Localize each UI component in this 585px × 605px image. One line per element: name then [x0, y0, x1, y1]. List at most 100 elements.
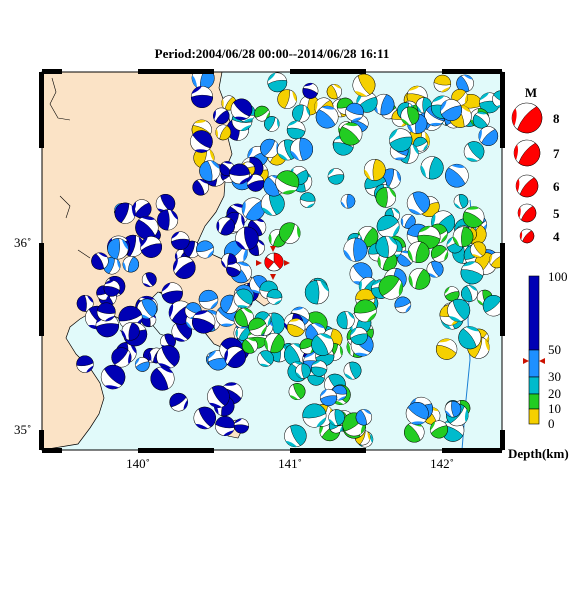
- earthquake-beachball: [122, 256, 140, 273]
- earthquake-beachball: [350, 327, 368, 345]
- earthquake-beachball: [336, 311, 355, 330]
- earthquake-beachball: [192, 310, 216, 334]
- earthquake-beachball: [286, 120, 306, 140]
- magnitude-legend: M 8 7 6 5 4: [511, 85, 560, 244]
- earthquake-beachball: [376, 215, 400, 238]
- earthquake-beachball: [302, 403, 327, 428]
- earthquake-beachball: [235, 226, 259, 251]
- earthquake-beachball: [107, 238, 129, 260]
- earthquake-beachball: [355, 409, 373, 426]
- magnitude-legend-title: M: [525, 85, 537, 100]
- x-tick-label-140: 140˚: [126, 456, 150, 471]
- shore-line: [49, 77, 129, 341]
- y-tick-label-35: 35˚: [14, 422, 31, 437]
- earthquake-beachball: [198, 289, 219, 310]
- earthquake-beachball: [264, 332, 285, 354]
- earthquake-beachball: [91, 252, 109, 270]
- earthquake-beachball: [160, 333, 176, 350]
- earthquake-beachball: [284, 424, 307, 448]
- depth-scale-label: Depth(km): [508, 446, 569, 461]
- depth-tick-30: 30: [548, 369, 561, 384]
- earthquake-beachball: [192, 178, 209, 196]
- earthquake-beachball: [460, 261, 484, 285]
- earthquake-beachball: [216, 216, 235, 236]
- x-tick-label-142: 142˚: [430, 456, 454, 471]
- earthquake-beachball: [172, 256, 196, 279]
- earthquake-beachball: [103, 280, 121, 297]
- earthquake-beachball: [353, 299, 377, 323]
- magnitude-legend-ball: [517, 203, 537, 223]
- magnitude-legend-ball: [511, 102, 543, 134]
- earthquake-beachball: [326, 83, 342, 100]
- earthquake-beachball: [447, 298, 471, 322]
- earthquake-beachball: [440, 99, 463, 121]
- earthquake-beachball: [304, 280, 330, 305]
- earthquake-beachball: [315, 105, 339, 129]
- earthquake-beachball: [150, 366, 175, 391]
- earthquake-beachball: [299, 192, 316, 208]
- earthquake-beachball: [343, 361, 362, 380]
- earthquake-beachball: [470, 241, 487, 258]
- earthquake-beachball: [134, 357, 150, 372]
- earthquake-beachball: [345, 102, 364, 122]
- earthquake-beachball: [319, 388, 338, 407]
- earthquake-beachball: [311, 333, 334, 356]
- earthquake-beachball: [96, 302, 116, 322]
- earthquake-beachball: [275, 170, 300, 195]
- earthquake-beachball: [190, 130, 213, 153]
- earthquake-beachball: [260, 191, 285, 216]
- earthquake-beachball: [400, 106, 420, 126]
- earthquake-beachball: [462, 206, 485, 228]
- magnitude-legend-ball: [515, 174, 539, 198]
- earthquake-beachball: [444, 286, 460, 302]
- depth-tick-100: 100: [548, 269, 568, 284]
- earthquake-beachball: [340, 193, 356, 209]
- earthquake-beachball: [405, 402, 429, 425]
- earthquake-beachball: [230, 98, 253, 121]
- earthquake-beachball: [295, 363, 311, 379]
- earthquake-beachball: [215, 124, 232, 141]
- earthquake-beachball: [213, 107, 230, 125]
- earthquake-beachball: [375, 235, 398, 258]
- earthquake-beachball: [246, 174, 265, 192]
- depth-scale: 100 50 30 20 10 0 Depth(km): [508, 269, 569, 461]
- main-event-beachball: [264, 252, 284, 272]
- earthquake-beachball: [343, 237, 368, 262]
- x-tick-label-141: 141˚: [278, 456, 302, 471]
- magnitude-legend-ball: [513, 139, 541, 167]
- earthquake-beachball: [156, 345, 180, 369]
- earthquake-beachball: [453, 194, 469, 209]
- earthquake-beachball: [352, 73, 376, 97]
- earthquake-beachball: [482, 295, 502, 317]
- earthquake-beachball: [435, 338, 458, 360]
- earthquake-beachball: [339, 122, 363, 146]
- magnitude-legend-label: 4: [553, 229, 560, 244]
- earthquake-beachball: [400, 214, 416, 229]
- earthquake-beachball: [233, 288, 254, 309]
- earthquake-beachball: [288, 383, 306, 400]
- earthquake-beachball: [199, 160, 221, 182]
- earthquake-beachball: [279, 222, 301, 244]
- earthquake-beachball: [140, 236, 163, 258]
- earthquake-beachball: [327, 168, 345, 185]
- earthquake-beachball: [224, 346, 246, 368]
- earthquake-beachball: [229, 163, 250, 185]
- earthquake-beachball: [193, 406, 216, 430]
- earthquake-beachball: [375, 187, 397, 208]
- earthquake-beachball: [135, 215, 159, 240]
- earthquake-beachball: [248, 317, 267, 337]
- earthquake-beachball: [406, 191, 430, 215]
- map-frame: [39, 69, 505, 453]
- earthquake-beachball: [226, 261, 242, 277]
- earthquake-beachball: [372, 93, 395, 116]
- station-markers: [256, 246, 290, 280]
- earthquake-beachball: [456, 74, 474, 93]
- earthquake-beachball: [76, 294, 94, 312]
- earthquake-beachball: [408, 268, 431, 290]
- earthquake-beachball: [420, 156, 444, 180]
- earthquake-beachball: [458, 326, 482, 350]
- earthquake-beachball: [196, 240, 215, 259]
- earthquake-beachball: [254, 105, 270, 122]
- earthquake-beachball: [389, 128, 413, 152]
